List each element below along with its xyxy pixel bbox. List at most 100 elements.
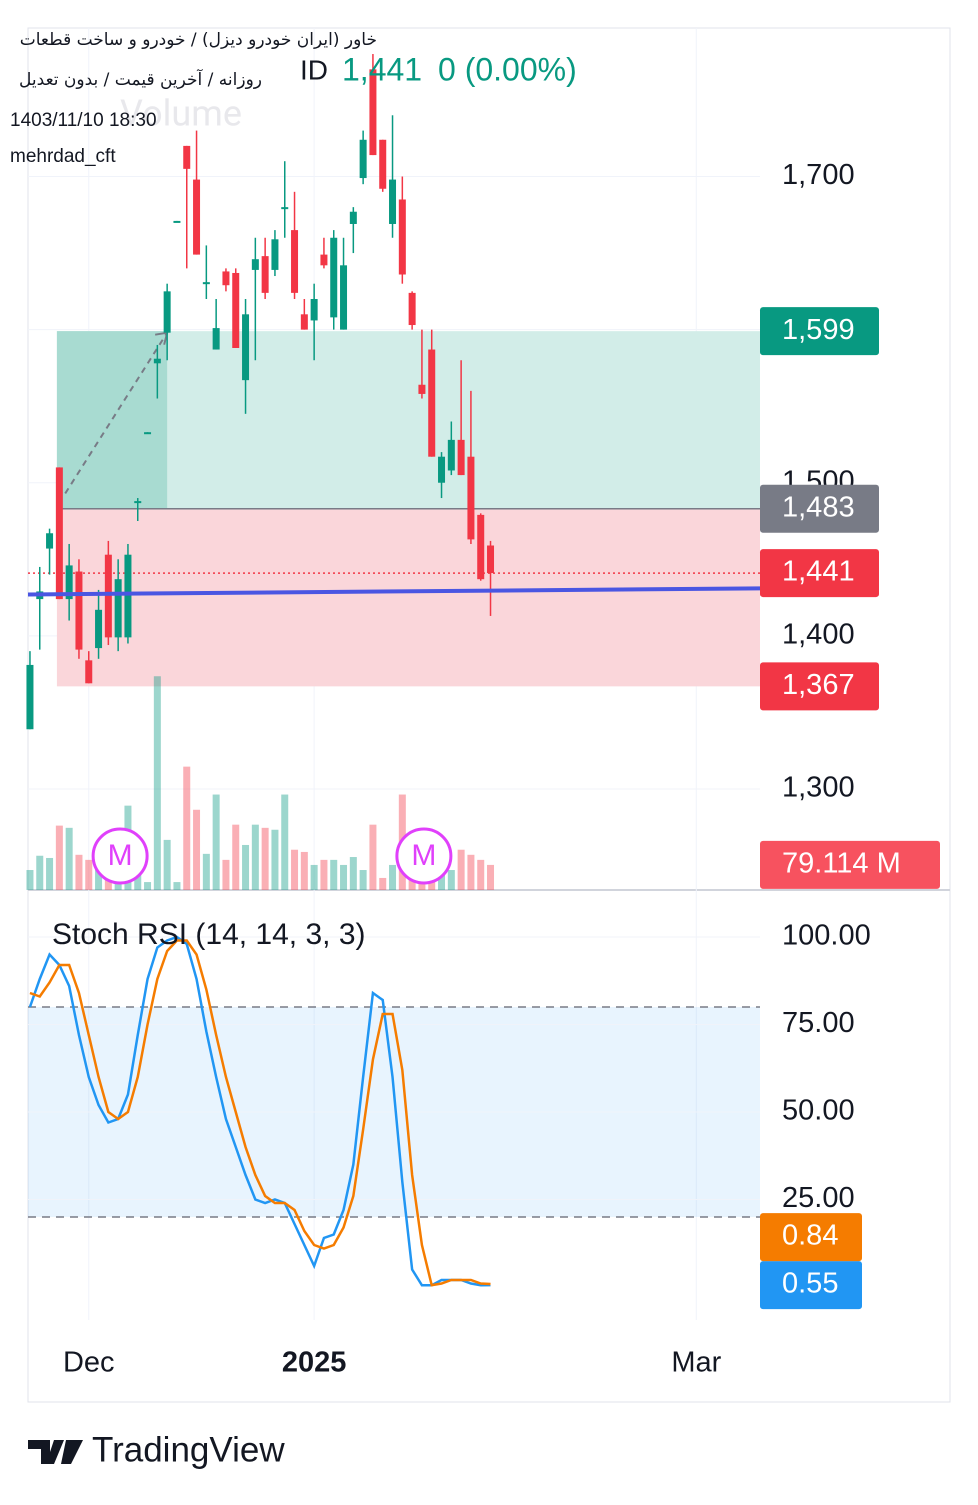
price-badge-label: 1,441 xyxy=(782,556,855,588)
trend-line xyxy=(27,586,761,597)
volume-bar xyxy=(65,827,73,890)
candle-body xyxy=(202,282,210,285)
candle-body xyxy=(134,501,142,504)
volume-bar xyxy=(251,824,259,890)
y-tick-label: 50.00 xyxy=(782,1095,855,1127)
candle-body xyxy=(251,259,259,270)
value-badge xyxy=(760,1213,862,1262)
value-badge xyxy=(760,1261,862,1310)
volume-bar xyxy=(379,877,387,890)
candle-body xyxy=(261,256,269,293)
stop-zone xyxy=(56,508,760,687)
candle-body xyxy=(271,239,279,270)
author: mehrdad_cft xyxy=(10,146,116,167)
target-zone xyxy=(56,331,760,509)
brand: TradingView xyxy=(92,1430,285,1469)
volume-bar xyxy=(261,827,269,890)
header-price: 1,441 xyxy=(342,51,422,87)
volume-bar xyxy=(310,864,318,890)
candle-body xyxy=(359,139,367,179)
candle-body xyxy=(46,533,54,549)
candle-body xyxy=(349,211,357,224)
candle-body xyxy=(183,145,191,169)
volume-bar xyxy=(487,864,495,890)
volume-bar xyxy=(369,824,377,890)
symbol-line: خاور (ایران خودرو دیزل) / خودرو و ساخت ق… xyxy=(20,30,377,50)
datetime: 1403/11/10 18:30 xyxy=(10,110,157,131)
header-change: 0 (0.00%) xyxy=(438,51,577,87)
candle-body xyxy=(467,456,475,540)
x-tick-label: Dec xyxy=(63,1347,115,1379)
candle-body xyxy=(163,291,171,333)
y-tick-label: 100.00 xyxy=(782,920,871,952)
arrow-line xyxy=(64,332,168,494)
candle-body xyxy=(114,579,122,638)
price-badge xyxy=(760,662,879,711)
candle-body xyxy=(26,664,34,730)
y-tick-label: 1,700 xyxy=(782,159,855,191)
candle-body xyxy=(291,230,299,293)
volume-bar xyxy=(300,851,308,890)
volume-bar xyxy=(467,854,475,890)
labels: Volume خاور (ایران خودرو دیزل) / خودرو و… xyxy=(10,30,940,1469)
volume-bar xyxy=(26,870,34,890)
value-badge-label: 0.84 xyxy=(782,1220,838,1252)
settings-line: روزانه / آخرین قیمت / بدون تعدیل xyxy=(19,68,262,90)
candle-body xyxy=(340,265,348,330)
candle-body xyxy=(418,384,426,394)
candle-body xyxy=(438,456,446,483)
backdrop xyxy=(26,28,760,1320)
volume-bar xyxy=(153,676,161,890)
indicator-line xyxy=(28,935,491,1287)
price-badge-label: 79.114 M xyxy=(782,848,901,880)
volume-bar xyxy=(291,849,299,890)
price-badge xyxy=(760,484,879,533)
candle-body xyxy=(144,432,152,435)
volume-bar xyxy=(457,849,465,890)
watermark: Volume xyxy=(120,93,242,135)
candle-body xyxy=(104,554,112,638)
price-badge-label: 1,367 xyxy=(782,669,855,701)
candle-body xyxy=(173,220,181,223)
candle-body xyxy=(65,565,73,600)
plot: 1,3001,4001,5001,6001,700MM25.0050.0075.… xyxy=(26,54,871,1287)
x-tick-label: 2025 xyxy=(282,1347,347,1379)
volume-bar xyxy=(340,864,348,890)
volume-bar xyxy=(349,857,357,890)
price-badge xyxy=(760,840,940,889)
candle-body xyxy=(477,514,485,580)
candle-body xyxy=(242,314,250,381)
volume-bar xyxy=(173,882,181,890)
candle-body xyxy=(428,349,436,457)
candle-body xyxy=(389,179,397,224)
volume-bar xyxy=(183,766,191,890)
value-badge-label: 0.55 xyxy=(782,1268,838,1300)
price-badge xyxy=(760,307,879,356)
volume-bar xyxy=(36,855,44,890)
candle-body xyxy=(408,292,416,326)
candle-body xyxy=(212,328,220,350)
y-tick-label: 1,300 xyxy=(782,772,855,804)
candle-body xyxy=(193,179,201,255)
volume-bar xyxy=(95,859,103,890)
price-badge xyxy=(760,549,879,598)
volume-bar xyxy=(212,794,220,890)
candle-body xyxy=(379,139,387,189)
volume-bar xyxy=(55,825,63,890)
volume-bar xyxy=(359,870,367,890)
volume-bar xyxy=(46,857,54,890)
volume-bar xyxy=(193,809,201,890)
x-tick-label: Mar xyxy=(671,1347,721,1379)
candle-body xyxy=(330,237,338,318)
candle-body xyxy=(232,272,240,348)
indicator-title: Stoch RSI (14, 14, 3, 3) xyxy=(52,918,366,951)
volume-bar xyxy=(163,839,171,890)
candle-body xyxy=(447,439,455,471)
event-marker xyxy=(91,827,149,885)
volume-bar xyxy=(389,864,397,890)
volume-bar xyxy=(222,859,230,890)
volume-bar xyxy=(85,859,93,890)
volume-bar xyxy=(281,794,289,890)
candle-body xyxy=(281,207,289,210)
